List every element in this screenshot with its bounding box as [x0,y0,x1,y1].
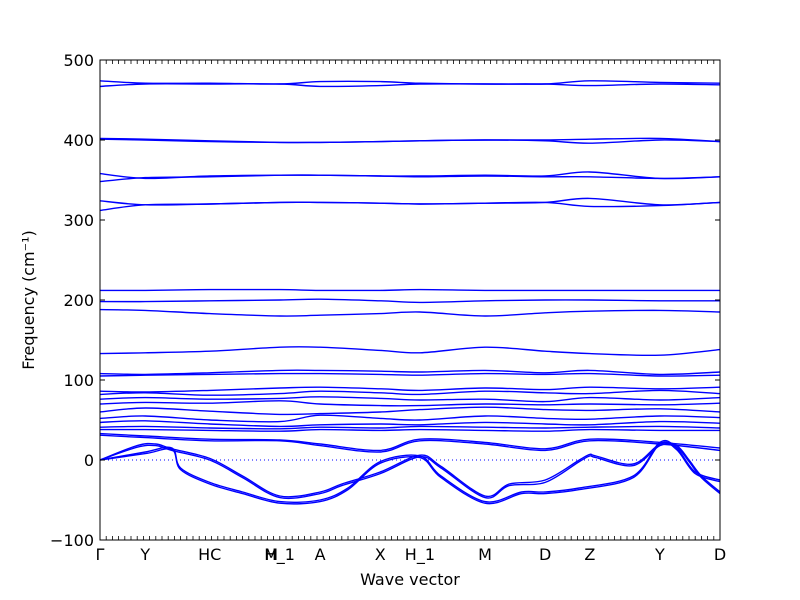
band-line-20 [99,414,721,423]
band-line-17 [99,396,721,403]
band-lines [99,80,721,505]
y-tick-label: 200 [63,291,94,310]
x-tick-label: H_1 [405,545,435,565]
band-line-8 [99,201,721,212]
x-tick-label: D [714,545,726,564]
band-line-6 [99,174,721,183]
x-axis-ticks: Γ Y HC MH_1 A X H_1 M D Z Y D [96,60,726,565]
x-tick-label: M [478,545,492,564]
band-line-27 [99,443,721,500]
x-tick-label: Y [654,545,665,564]
band-line-16 [99,389,721,396]
x-tick-label: Y [139,545,150,564]
y-axis-label: Frequency (cm⁻¹) [19,230,38,369]
band-line-18 [99,400,721,407]
y-tick-label: 100 [63,371,94,390]
x-tick-label: Z [584,545,595,564]
band-line-9 [99,288,720,292]
band-line-10 [99,298,721,304]
band-line-29 [99,441,721,505]
band-line-15 [99,386,721,393]
x-tick-label: H_1 [265,545,295,565]
band-line-22 [99,425,721,430]
y-tick-label: 500 [63,51,94,70]
band-line-12 [99,346,721,357]
band-line-24 [99,432,721,452]
band-line-21 [99,420,721,428]
band-line-1 [99,80,721,85]
band-line-25 [99,434,721,453]
band-line-2 [99,83,721,88]
band-line-28 [99,439,721,503]
y-tick-label: 400 [63,131,94,150]
x-tick-label: M [264,545,278,564]
y-axis-ticks: −100 0 100 200 300 400 500 [50,51,720,550]
band-line-14 [99,372,721,377]
y-tick-label: 300 [63,211,94,230]
band-line-19 [99,406,721,416]
band-line-11 [99,308,721,317]
band-line-26 [99,441,721,498]
x-tick-label: D [539,545,551,564]
y-tick-label: 0 [84,451,94,470]
x-axis-label: Wave vector [360,570,460,589]
band-line-13 [99,369,721,376]
x-tick-label: Γ [96,545,105,564]
x-tick-label: HC [198,545,221,564]
x-tick-label: A [315,545,326,564]
y-tick-label: −100 [50,531,94,550]
x-tick-label: X [375,545,386,564]
band-line-23 [99,428,721,432]
band-line-4 [99,138,721,144]
